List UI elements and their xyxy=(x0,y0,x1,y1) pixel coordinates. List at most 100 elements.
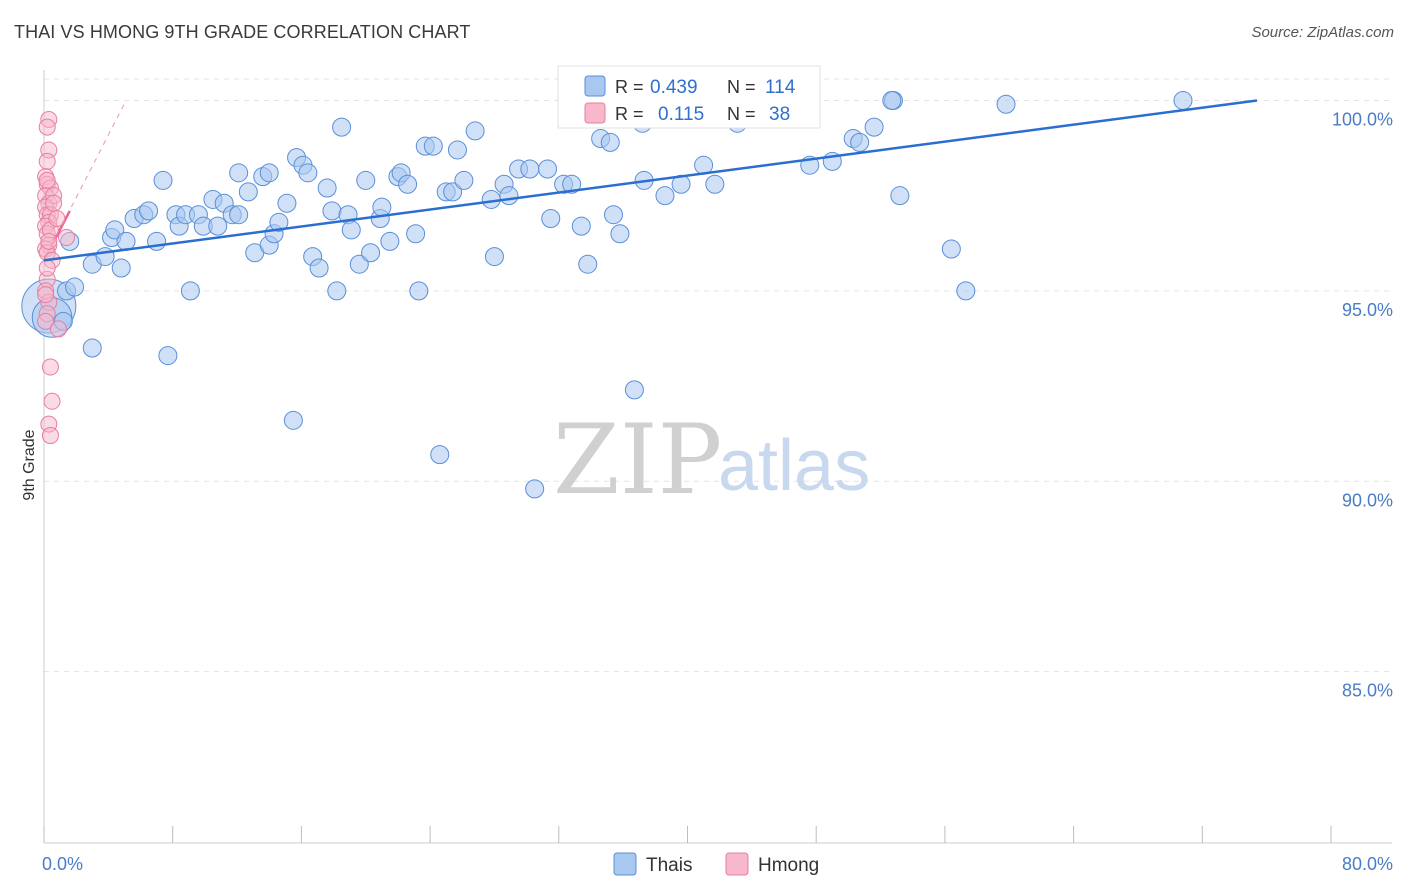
watermark: ZIP atlas xyxy=(553,404,870,516)
thai-point xyxy=(322,201,342,221)
thai-point xyxy=(541,209,561,229)
hmong-point xyxy=(37,286,55,304)
legend-r-label-thais: R = xyxy=(615,77,644,97)
thai-point xyxy=(111,258,131,278)
thai-point xyxy=(147,231,167,251)
hmong-point xyxy=(49,320,67,338)
x-tick-label-max: 80.0% xyxy=(1342,854,1393,874)
hmong-point xyxy=(38,118,56,136)
thai-point xyxy=(361,243,381,263)
legend-r-value-thais: 0.439 xyxy=(650,77,698,98)
thai-point xyxy=(406,224,426,244)
thai-point xyxy=(398,174,418,194)
legend-n-value-hmong: 38 xyxy=(769,104,790,125)
legend-r-label-hmong: R = xyxy=(615,104,644,124)
thai-point xyxy=(996,94,1016,114)
thai-point xyxy=(208,216,228,236)
hmong-point xyxy=(58,229,76,247)
hmong-point xyxy=(43,392,61,410)
y-tick-label: 90.0% xyxy=(1342,490,1393,510)
legend: R = 0.439 N = 114 R = 0.115 N = 38 xyxy=(557,65,821,129)
legend-n-value-thais: 114 xyxy=(765,77,796,98)
thai-point xyxy=(525,479,545,499)
thai-point xyxy=(956,281,976,301)
hmong-point xyxy=(41,358,59,376)
y-tick-labels: 85.0% 90.0% 95.0% 100.0% xyxy=(1332,109,1393,700)
thai-point xyxy=(372,197,392,217)
bottom-legend-thais: Thais xyxy=(646,855,692,876)
legend-n-label-hmong: N = xyxy=(727,104,756,124)
bottom-legend-swatch-thais xyxy=(613,852,637,876)
thai-point xyxy=(882,90,902,110)
thai-point xyxy=(283,410,303,430)
thai-point xyxy=(317,178,337,198)
hmong-point xyxy=(37,312,55,330)
thai-point xyxy=(655,186,675,206)
thai-point xyxy=(229,205,249,225)
bottom-legend: Thais Hmong xyxy=(613,852,819,876)
thai-point xyxy=(443,182,463,202)
thai-point xyxy=(454,170,474,190)
thai-trend-line xyxy=(43,99,1258,262)
thai-point xyxy=(520,159,540,179)
thai-point xyxy=(423,136,443,156)
x-tick-labels: 0.0% 80.0% xyxy=(42,854,1393,874)
hmong-point xyxy=(38,259,56,277)
thai-point xyxy=(705,174,725,194)
thai-point xyxy=(578,254,598,274)
thai-point xyxy=(158,346,178,366)
x-tick-label-min: 0.0% xyxy=(42,854,83,874)
thai-point xyxy=(864,117,884,137)
thai-point xyxy=(624,380,644,400)
thai-point xyxy=(82,338,102,358)
chart-title: THAI VS HMONG 9TH GRADE CORRELATION CHAR… xyxy=(14,22,471,42)
legend-swatch-thais xyxy=(584,75,606,97)
hmong-points xyxy=(37,111,76,445)
legend-swatch-hmong xyxy=(584,102,606,124)
thai-point xyxy=(349,254,369,274)
thai-point xyxy=(238,182,258,202)
thai-point xyxy=(180,281,200,301)
thai-point xyxy=(105,220,125,240)
thai-point xyxy=(380,231,400,251)
thai-point xyxy=(277,193,297,213)
thai-point xyxy=(890,186,910,206)
thai-point xyxy=(332,117,352,137)
y-tick-label: 100.0% xyxy=(1332,109,1393,129)
thai-point xyxy=(153,170,173,190)
thai-point xyxy=(356,170,376,190)
thai-point xyxy=(259,163,279,183)
watermark-atlas: atlas xyxy=(718,426,870,506)
bottom-legend-swatch-hmong xyxy=(725,852,749,876)
thai-point xyxy=(850,132,870,152)
thai-point xyxy=(430,445,450,465)
hmong-point xyxy=(41,427,59,445)
thai-trend-line xyxy=(43,99,1258,262)
thai-point xyxy=(562,174,582,194)
y-tick-label: 85.0% xyxy=(1342,681,1393,701)
hmong-point xyxy=(38,152,56,170)
y-axis-label: 9th Grade xyxy=(21,429,38,500)
watermark-zip: ZIP xyxy=(553,404,722,516)
bottom-legend-hmong: Hmong xyxy=(758,855,819,876)
thai-point xyxy=(327,281,347,301)
hmong-point xyxy=(38,171,56,189)
source-credit: Source: ZipAtlas.com xyxy=(1251,24,1394,41)
thai-point xyxy=(571,216,591,236)
y-tick-label: 95.0% xyxy=(1342,300,1393,320)
thai-point xyxy=(65,277,85,297)
thai-point xyxy=(229,163,249,183)
hmong-point xyxy=(45,194,63,212)
thai-point xyxy=(465,121,485,141)
thai-point xyxy=(298,163,318,183)
legend-n-label-thais: N = xyxy=(727,77,756,97)
thai-point xyxy=(600,132,620,152)
legend-r-value-hmong: 0.115 xyxy=(658,104,704,125)
thai-point xyxy=(484,247,504,267)
hmong-point xyxy=(48,210,66,228)
thai-point xyxy=(610,224,630,244)
thai-point xyxy=(1173,90,1193,110)
thai-point xyxy=(603,205,623,225)
thai-point xyxy=(499,186,519,206)
